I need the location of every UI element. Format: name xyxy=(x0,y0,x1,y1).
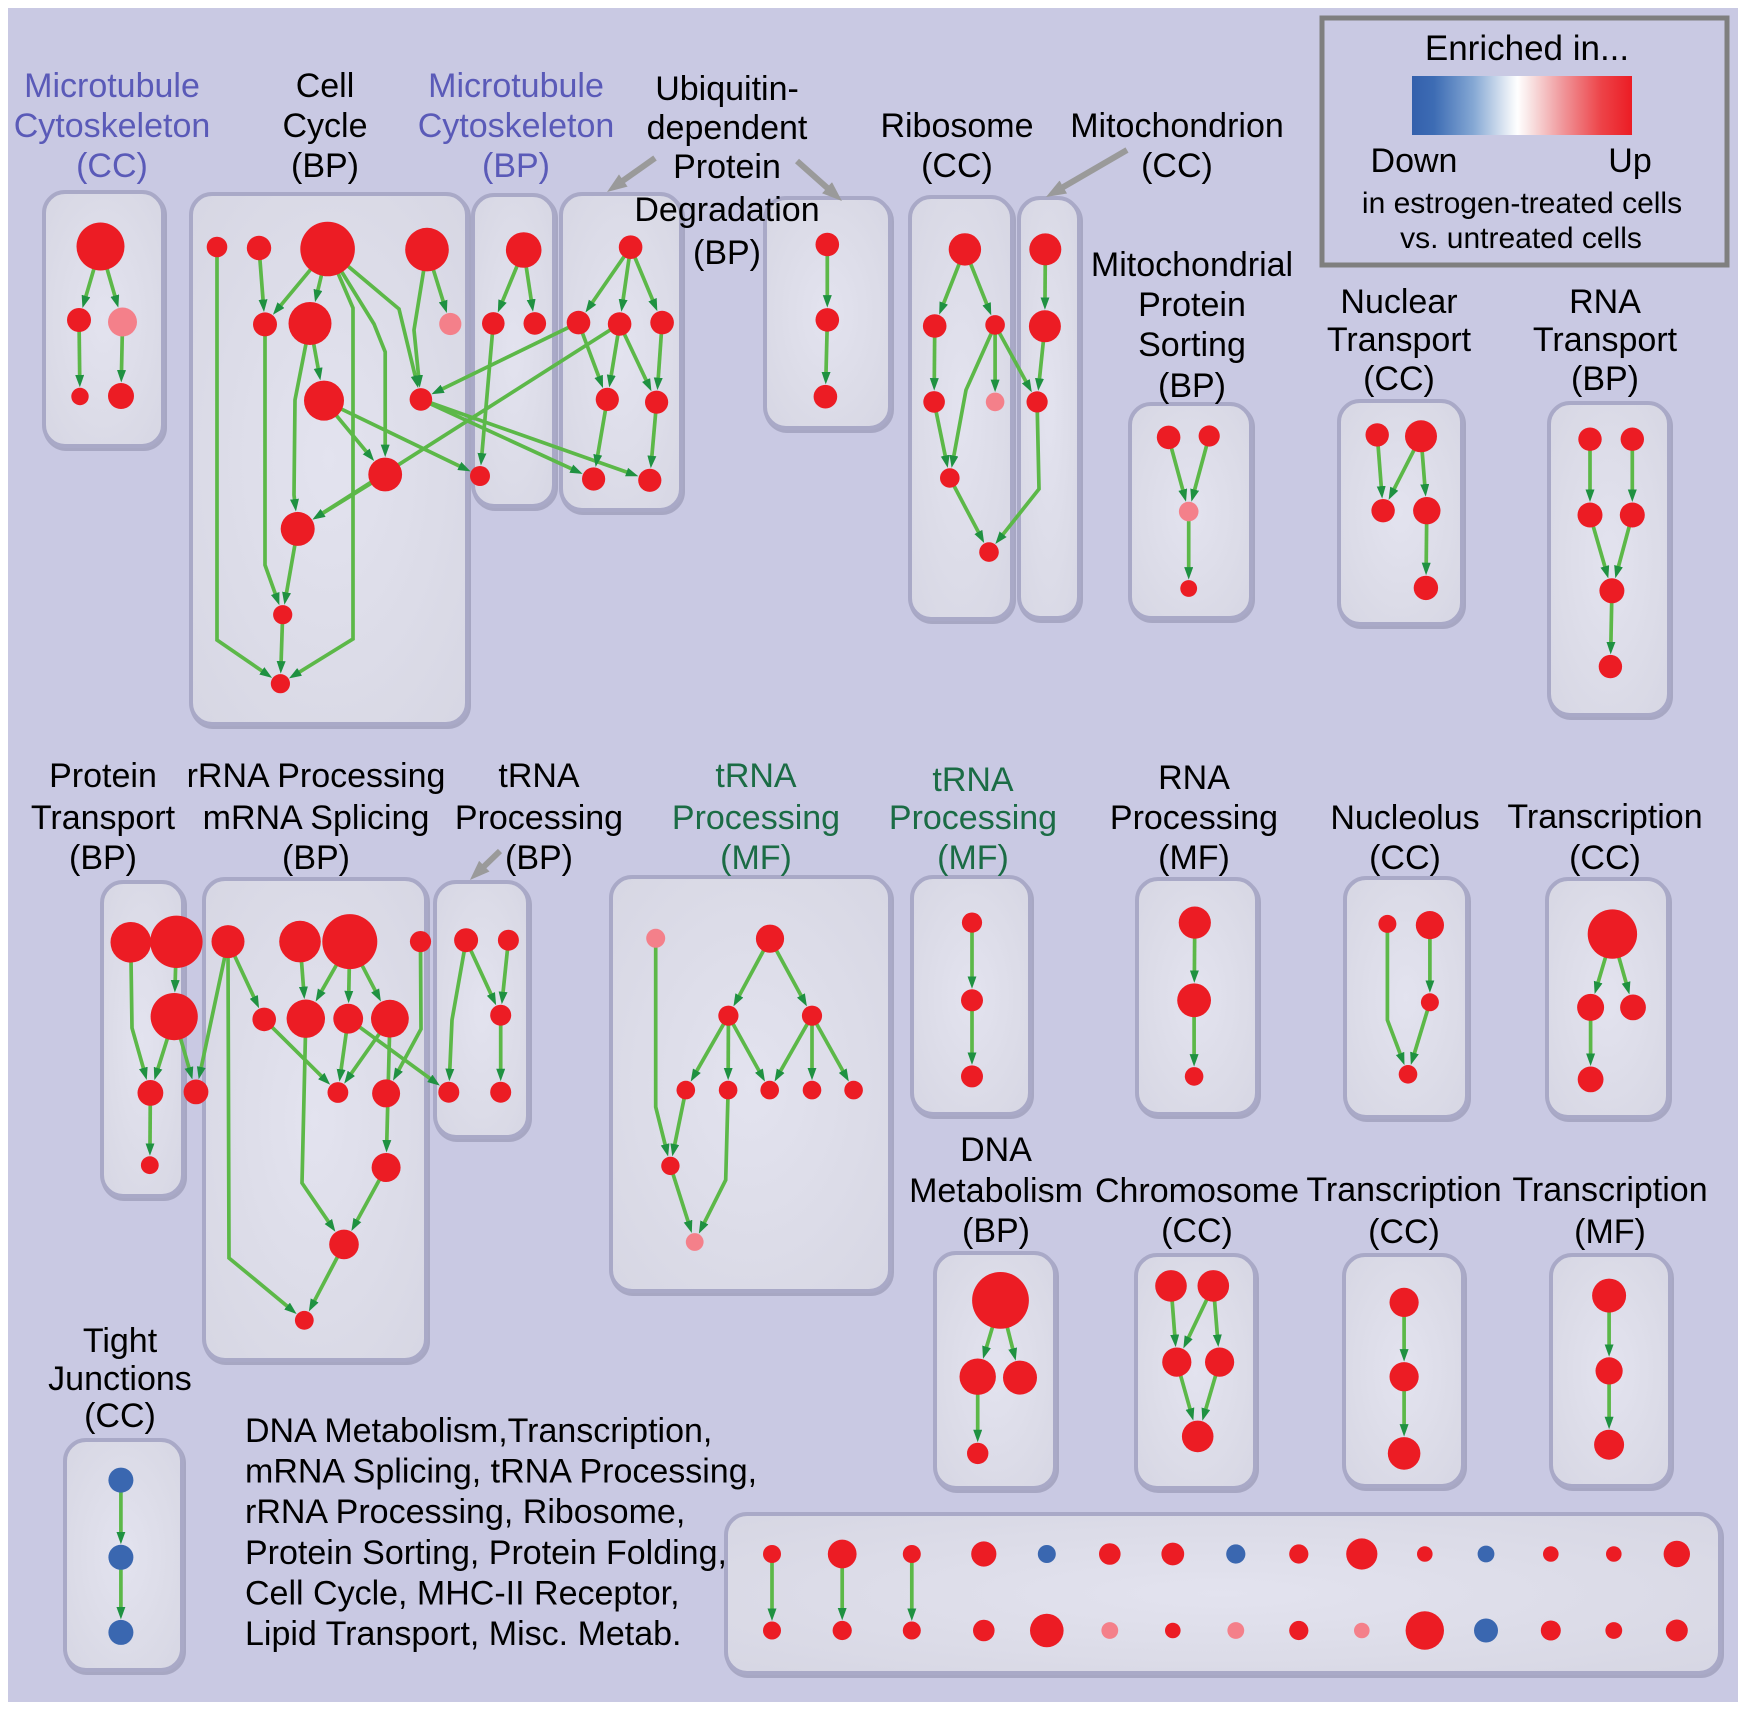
svg-text:Nuclear: Nuclear xyxy=(1340,283,1457,321)
svg-text:Cell Cycle, MHC-II Receptor,: Cell Cycle, MHC-II Receptor, xyxy=(245,1574,680,1612)
svg-text:(MF): (MF) xyxy=(1574,1213,1646,1251)
svg-text:(BP): (BP) xyxy=(482,147,550,185)
svg-text:Lipid Transport, Misc. Metab.: Lipid Transport, Misc. Metab. xyxy=(245,1615,682,1653)
svg-text:(MF): (MF) xyxy=(937,839,1009,877)
svg-text:(BP): (BP) xyxy=(962,1212,1030,1250)
svg-text:Protein Sorting, Protein Foldi: Protein Sorting, Protein Folding, xyxy=(245,1534,727,1572)
svg-text:Protein: Protein xyxy=(673,148,781,186)
svg-text:(BP): (BP) xyxy=(282,839,350,877)
svg-text:(CC): (CC) xyxy=(1363,360,1435,398)
svg-text:Cytoskeleton: Cytoskeleton xyxy=(418,107,615,145)
svg-text:Chromosome: Chromosome xyxy=(1095,1172,1299,1210)
svg-text:tRNA: tRNA xyxy=(498,757,580,795)
svg-text:(BP): (BP) xyxy=(505,839,573,877)
svg-text:vs. untreated cells: vs. untreated cells xyxy=(1400,222,1642,255)
svg-text:(CC): (CC) xyxy=(1368,1213,1440,1251)
svg-text:Transcription: Transcription xyxy=(1306,1171,1501,1209)
svg-text:(CC): (CC) xyxy=(1141,147,1213,185)
svg-text:rRNA Processing, Ribosome,: rRNA Processing, Ribosome, xyxy=(245,1493,685,1531)
svg-text:(MF): (MF) xyxy=(720,839,792,877)
svg-text:(BP): (BP) xyxy=(1158,367,1226,405)
svg-text:Transcription: Transcription xyxy=(1507,798,1702,836)
svg-text:Metabolism: Metabolism xyxy=(909,1172,1083,1210)
svg-text:Transcription: Transcription xyxy=(1512,1171,1707,1209)
svg-text:Tight: Tight xyxy=(83,1322,158,1360)
svg-text:Transport: Transport xyxy=(1327,321,1472,359)
svg-text:Processing: Processing xyxy=(889,799,1057,837)
svg-text:(CC): (CC) xyxy=(1369,839,1441,877)
svg-text:dependent: dependent xyxy=(647,109,808,147)
svg-text:(BP): (BP) xyxy=(291,147,359,185)
svg-text:(BP): (BP) xyxy=(69,839,137,877)
svg-text:Cycle: Cycle xyxy=(282,107,367,145)
svg-text:Cytoskeleton: Cytoskeleton xyxy=(14,107,211,145)
svg-text:RNA: RNA xyxy=(1158,759,1230,797)
svg-text:Mitochondrion: Mitochondrion xyxy=(1070,107,1284,145)
svg-text:(CC): (CC) xyxy=(84,1397,156,1435)
svg-text:Enriched in...: Enriched in... xyxy=(1425,29,1629,68)
svg-text:Nucleolus: Nucleolus xyxy=(1330,799,1479,837)
svg-text:Microtubule: Microtubule xyxy=(24,67,200,105)
svg-text:Protein: Protein xyxy=(1138,286,1246,324)
svg-text:mRNA Splicing: mRNA Splicing xyxy=(203,799,430,837)
svg-text:(CC): (CC) xyxy=(1569,839,1641,877)
svg-text:(BP): (BP) xyxy=(693,234,761,272)
svg-text:DNA: DNA xyxy=(960,1131,1032,1169)
svg-text:Junctions: Junctions xyxy=(48,1360,192,1398)
svg-text:tRNA: tRNA xyxy=(715,757,797,795)
svg-text:mRNA Splicing, tRNA Processing: mRNA Splicing, tRNA Processing, xyxy=(245,1453,757,1491)
svg-text:Cell: Cell xyxy=(296,67,355,105)
svg-text:Sorting: Sorting xyxy=(1138,326,1246,364)
svg-text:in estrogen-treated cells: in estrogen-treated cells xyxy=(1362,187,1682,220)
svg-text:(CC): (CC) xyxy=(921,147,993,185)
svg-text:(CC): (CC) xyxy=(1161,1212,1233,1250)
svg-text:Processing: Processing xyxy=(1110,799,1278,837)
svg-text:Transport: Transport xyxy=(1533,321,1678,359)
svg-text:Up: Up xyxy=(1608,142,1651,180)
svg-text:Mitochondrial: Mitochondrial xyxy=(1091,246,1293,284)
svg-text:tRNA: tRNA xyxy=(932,761,1014,799)
svg-text:Processing: Processing xyxy=(455,799,623,837)
svg-text:Ribosome: Ribosome xyxy=(880,107,1033,145)
svg-text:Microtubule: Microtubule xyxy=(428,67,604,105)
svg-text:(BP): (BP) xyxy=(1571,360,1639,398)
svg-text:(CC): (CC) xyxy=(76,147,148,185)
svg-text:Down: Down xyxy=(1371,142,1458,180)
svg-text:Protein: Protein xyxy=(49,757,157,795)
svg-text:rRNA Processing: rRNA Processing xyxy=(187,757,446,795)
svg-text:Degradation: Degradation xyxy=(634,191,819,229)
svg-text:Transport: Transport xyxy=(31,799,176,837)
svg-text:(MF): (MF) xyxy=(1158,839,1230,877)
svg-text:RNA: RNA xyxy=(1569,283,1641,321)
svg-text:DNA Metabolism,Transcription,: DNA Metabolism,Transcription, xyxy=(245,1412,712,1450)
svg-text:Ubiquitin-: Ubiquitin- xyxy=(655,70,799,108)
svg-text:Processing: Processing xyxy=(672,799,840,837)
